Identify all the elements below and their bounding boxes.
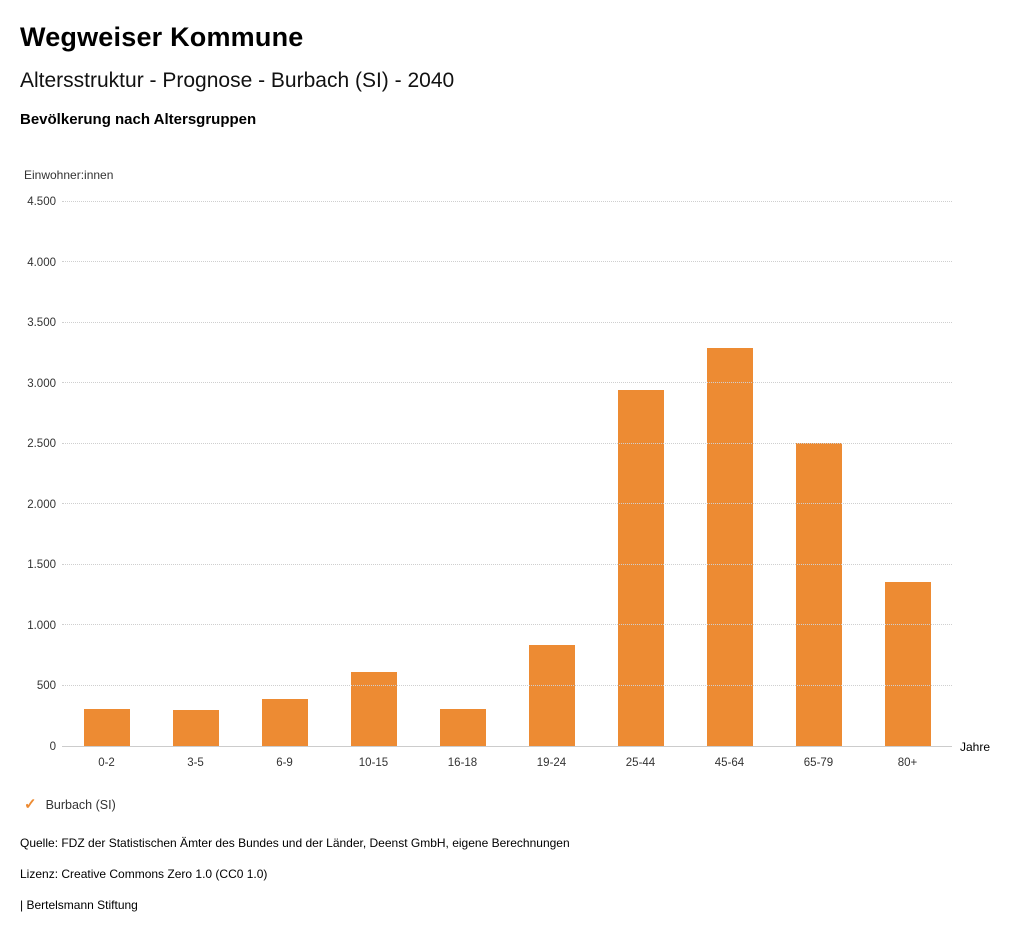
y-tick-label: 3.500 xyxy=(27,317,56,330)
bar-80+[interactable] xyxy=(884,582,931,746)
brand-text: | Bertelsmann Stiftung xyxy=(20,898,138,912)
x-tick-label: 19-24 xyxy=(536,757,567,769)
bar-cell xyxy=(507,202,596,746)
footer: Quelle: FDZ der Statistischen Ämter des … xyxy=(20,836,1004,912)
bar-10-15[interactable] xyxy=(350,672,397,746)
gridline xyxy=(62,624,952,626)
license-text: Lizenz: Creative Commons Zero 1.0 (CC0 1… xyxy=(20,867,268,881)
bar-3-5[interactable] xyxy=(172,709,219,746)
bar-0-2[interactable] xyxy=(83,708,130,746)
y-tick-label: 3.000 xyxy=(27,377,56,390)
gridline xyxy=(62,201,952,202)
y-tick-label: 2.000 xyxy=(27,498,56,511)
x-tick-label: 25-44 xyxy=(625,757,656,769)
bar-16-18[interactable] xyxy=(439,708,486,746)
bar-65-79[interactable] xyxy=(795,442,842,746)
x-tick-label: 16-18 xyxy=(447,757,478,769)
bar-cell xyxy=(418,202,507,746)
check-icon: ✓ xyxy=(24,796,37,813)
bar-45-64[interactable] xyxy=(706,348,753,746)
x-axis-spacer-left xyxy=(20,757,62,769)
source-text: Quelle: FDZ der Statistischen Ämter des … xyxy=(20,836,570,850)
bars-container xyxy=(62,202,952,746)
bar-19-24[interactable] xyxy=(528,645,575,746)
legend-item-burbach[interactable]: ✓ Burbach (SI) xyxy=(24,797,1004,812)
bar-6-9[interactable] xyxy=(261,698,308,746)
y-tick-label: 4.000 xyxy=(27,256,56,269)
bar-cell xyxy=(685,202,774,746)
page-subtitle: Altersstruktur - Prognose - Burbach (SI)… xyxy=(20,69,455,92)
x-tick-label: 3-5 xyxy=(187,757,204,769)
wegweiser-kommune-page: Wegweiser Kommune Altersstruktur - Progn… xyxy=(20,22,1004,912)
plot-area xyxy=(62,201,952,747)
chart-title: Bevölkerung nach Altersgruppen xyxy=(20,111,257,128)
x-axis-title-gutter: Jahre xyxy=(952,202,1004,754)
bar-cell xyxy=(596,202,685,746)
y-tick-label: 1.000 xyxy=(27,619,56,632)
bar-cell xyxy=(863,202,952,746)
gridline xyxy=(62,382,952,384)
x-tick-label: 65-79 xyxy=(803,757,834,769)
y-tick-label: 2.500 xyxy=(27,438,56,451)
y-axis-labels: 0 500 1.000 1.500 2.000 2.500 3.000 3.500 4.000 4… xyxy=(20,196,62,753)
gridline xyxy=(62,321,952,323)
bar-cell xyxy=(329,202,418,746)
bar-cell xyxy=(240,202,329,746)
x-axis-labels-row: 0-2 3-5 6-9 10-15 16-18 19-24 25-44 45-64 65-79 8… xyxy=(20,757,1004,769)
gridline xyxy=(62,503,952,505)
x-tick-label: 6-9 xyxy=(276,757,293,769)
y-tick-label: 1.500 xyxy=(27,559,56,572)
bar-cell xyxy=(62,202,151,746)
y-tick-label: 500 xyxy=(36,680,56,693)
x-tick-label: 0-2 xyxy=(98,757,115,769)
gridline xyxy=(62,261,952,263)
x-tick-label: 10-15 xyxy=(358,757,389,769)
gridline xyxy=(62,684,952,686)
bar-25-44[interactable] xyxy=(617,389,664,746)
legend-label: Burbach (SI) xyxy=(45,797,116,812)
x-axis-spacer-right xyxy=(952,757,1004,769)
y-tick-label: 4.500 xyxy=(27,196,56,208)
y-axis-title: Einwohner:innen xyxy=(24,168,114,182)
page-title: Wegweiser Kommune xyxy=(20,22,304,52)
y-tick-label: 0 xyxy=(49,741,56,753)
x-tick-label: 80+ xyxy=(897,757,918,769)
gridline xyxy=(62,563,952,565)
bar-cell xyxy=(151,202,240,746)
gridline xyxy=(62,442,952,444)
bar-cell xyxy=(774,202,863,746)
bar-chart: 0 500 1.000 1.500 2.000 2.500 3.000 3.500 4.000 4… xyxy=(20,196,1004,754)
x-axis-title: Jahre xyxy=(960,740,991,754)
x-tick-label: 45-64 xyxy=(714,757,745,769)
x-axis-labels: 0-2 3-5 6-9 10-15 16-18 19-24 25-44 45-64 65-79 8… xyxy=(62,757,952,769)
